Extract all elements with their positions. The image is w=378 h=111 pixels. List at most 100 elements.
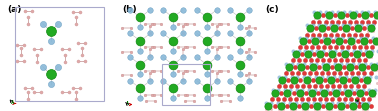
Point xyxy=(302,43,308,45)
Point xyxy=(359,95,365,97)
Point xyxy=(310,34,316,35)
Point xyxy=(355,27,361,29)
Point xyxy=(265,105,271,106)
Point xyxy=(339,47,345,48)
Point xyxy=(275,102,281,103)
Point xyxy=(282,76,288,78)
Point xyxy=(209,23,215,25)
Point xyxy=(330,85,336,87)
Point xyxy=(204,40,210,42)
Point xyxy=(299,53,305,55)
Point xyxy=(344,59,350,61)
Point xyxy=(263,108,270,109)
Point xyxy=(324,98,330,100)
Point xyxy=(48,83,54,85)
Point xyxy=(342,98,348,100)
Point xyxy=(191,94,197,96)
Point xyxy=(170,40,176,42)
Point xyxy=(263,102,269,103)
Point xyxy=(294,76,300,78)
Point xyxy=(246,49,253,50)
Point xyxy=(22,10,28,12)
Point xyxy=(339,37,345,39)
Point xyxy=(21,44,27,46)
Point xyxy=(31,48,37,49)
Point xyxy=(362,59,368,61)
Point xyxy=(342,82,348,84)
Point xyxy=(322,79,328,81)
Point xyxy=(359,21,365,23)
Point xyxy=(209,94,215,96)
Point xyxy=(147,72,153,74)
Point xyxy=(301,76,307,78)
Point xyxy=(277,82,283,84)
Point xyxy=(298,66,304,68)
Point xyxy=(352,108,358,109)
Point xyxy=(119,51,125,53)
Point xyxy=(331,27,337,29)
Point xyxy=(79,54,85,56)
Point xyxy=(309,30,315,32)
Point xyxy=(326,105,332,106)
Point xyxy=(313,76,319,78)
Point xyxy=(218,23,224,25)
Point xyxy=(310,66,316,68)
Point xyxy=(279,79,285,81)
Point xyxy=(365,66,371,68)
Point xyxy=(350,105,356,106)
Point xyxy=(361,72,367,74)
Point xyxy=(184,70,191,72)
Point xyxy=(321,92,327,94)
Point xyxy=(355,40,361,42)
Point xyxy=(296,69,302,71)
Point xyxy=(305,53,311,55)
Point xyxy=(324,89,330,91)
Point xyxy=(336,108,342,109)
Point xyxy=(246,32,253,34)
Point xyxy=(237,50,243,52)
Point xyxy=(214,32,220,34)
Point xyxy=(355,95,361,97)
Point xyxy=(82,61,88,62)
Point xyxy=(149,70,155,72)
Point xyxy=(184,23,191,25)
Point xyxy=(335,21,341,23)
Point xyxy=(320,50,326,52)
Point xyxy=(320,105,326,106)
Point xyxy=(137,16,143,18)
Point xyxy=(365,11,371,13)
Point xyxy=(73,23,79,25)
Point xyxy=(356,63,362,65)
Point xyxy=(347,66,353,68)
Point xyxy=(316,34,322,35)
Point xyxy=(288,69,294,71)
Point xyxy=(204,16,210,18)
Point xyxy=(304,79,310,81)
Point xyxy=(314,14,320,16)
Point xyxy=(343,76,349,78)
Point xyxy=(333,37,339,39)
Point xyxy=(204,26,210,28)
Point xyxy=(338,63,344,65)
Point xyxy=(358,79,364,81)
Point xyxy=(214,9,220,11)
Point xyxy=(275,89,281,91)
Point xyxy=(341,21,347,23)
Point xyxy=(147,79,153,81)
Point xyxy=(336,89,342,91)
Point xyxy=(276,108,282,109)
Point xyxy=(365,102,371,103)
Point xyxy=(216,23,222,25)
Point xyxy=(147,56,153,58)
Point xyxy=(294,95,301,97)
Point xyxy=(336,98,342,100)
Point xyxy=(336,85,342,87)
Point xyxy=(342,40,349,42)
Point xyxy=(349,76,355,78)
Point xyxy=(361,40,367,42)
Point xyxy=(311,89,318,91)
Point xyxy=(330,89,336,91)
Point xyxy=(375,50,378,52)
Point xyxy=(301,63,307,65)
Point xyxy=(274,95,280,97)
